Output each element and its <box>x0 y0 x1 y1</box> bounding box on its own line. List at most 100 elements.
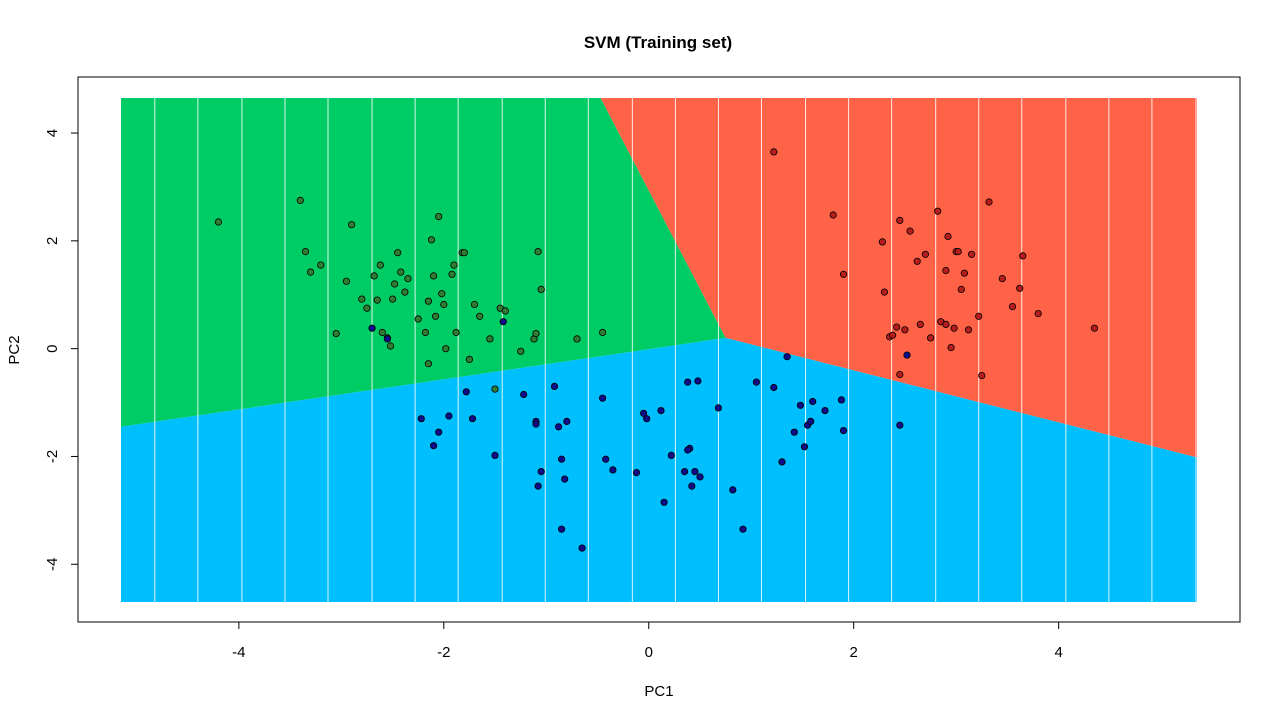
y-tick-label: 4 <box>44 129 61 137</box>
data-point <box>450 261 458 269</box>
data-point <box>778 458 786 466</box>
data-point <box>957 285 965 293</box>
data-point <box>460 249 468 257</box>
data-point <box>386 342 395 350</box>
data-point <box>896 216 904 224</box>
data-point <box>563 417 571 425</box>
data-point <box>421 328 429 337</box>
data-point <box>486 335 494 343</box>
data-point <box>438 290 446 298</box>
data-point <box>550 382 559 390</box>
data-point <box>800 443 809 451</box>
data-point <box>401 288 409 296</box>
data-point <box>534 482 542 490</box>
data-point <box>383 335 391 343</box>
data-point <box>598 328 607 337</box>
data-point <box>667 451 675 459</box>
data-point <box>373 296 381 304</box>
data-point <box>684 378 692 386</box>
data-point <box>978 371 986 380</box>
data-point <box>684 446 692 454</box>
data-point <box>427 236 436 244</box>
data-point <box>347 221 356 229</box>
data-point <box>829 211 837 219</box>
data-point <box>752 378 761 386</box>
data-point <box>598 394 607 402</box>
data-point <box>404 274 412 283</box>
data-point <box>680 467 689 476</box>
data-point <box>888 331 897 339</box>
data-point <box>934 207 942 215</box>
data-point <box>397 268 405 276</box>
data-point <box>388 295 397 303</box>
data-point <box>499 318 507 326</box>
data-point <box>452 328 460 337</box>
data-point <box>448 270 456 278</box>
data-point <box>837 396 846 404</box>
x-tick-label: 0 <box>645 644 653 661</box>
data-point <box>880 288 889 296</box>
data-point <box>363 304 371 312</box>
data-point <box>578 544 586 552</box>
chart-title: SVM (Training set) <box>584 33 732 52</box>
data-point <box>470 300 479 309</box>
data-point <box>916 320 924 328</box>
data-point <box>739 525 747 533</box>
data-point <box>491 385 499 393</box>
decision-regions <box>121 98 1197 602</box>
data-point <box>378 328 386 337</box>
y-tick-label: 2 <box>44 237 61 245</box>
data-point <box>964 326 973 334</box>
data-point <box>944 232 952 241</box>
data-point <box>660 498 668 506</box>
data-point <box>557 455 566 463</box>
region-blue <box>121 337 1197 602</box>
data-point <box>554 423 563 431</box>
data-point <box>901 326 909 334</box>
data-point <box>476 312 484 320</box>
data-point <box>639 409 648 417</box>
x-axis: -4 -2 0 2 4 <box>232 621 1063 661</box>
data-point <box>417 415 425 423</box>
x-tick-label: -4 <box>232 644 245 661</box>
data-point <box>561 475 569 483</box>
data-point <box>342 277 350 285</box>
y-tick-label: -4 <box>44 558 61 571</box>
data-point <box>893 323 901 331</box>
data-points <box>214 148 1099 552</box>
data-point <box>301 248 310 256</box>
data-point <box>462 388 470 396</box>
data-point <box>1034 309 1042 318</box>
region-green <box>121 98 726 427</box>
data-point <box>317 261 325 269</box>
data-point <box>532 420 540 428</box>
data-point <box>517 347 525 355</box>
x-tick-label: -2 <box>437 644 450 661</box>
data-point <box>896 370 904 379</box>
data-point <box>903 351 911 359</box>
data-point <box>975 312 983 320</box>
data-point <box>537 285 545 293</box>
data-point <box>501 307 509 315</box>
data-point <box>609 466 617 474</box>
data-point <box>691 467 699 476</box>
data-point <box>896 421 904 429</box>
data-point <box>783 353 791 361</box>
data-point <box>643 415 651 423</box>
data-point <box>913 257 921 265</box>
data-point <box>696 473 704 481</box>
data-point <box>770 148 778 156</box>
x-axis-label: PC1 <box>644 683 673 700</box>
data-point <box>960 269 969 277</box>
x-tick-label: 2 <box>850 644 858 661</box>
data-point <box>770 383 778 392</box>
data-point <box>358 295 366 303</box>
data-point <box>465 355 473 363</box>
data-point <box>468 415 477 423</box>
data-point <box>435 213 443 221</box>
data-point <box>435 428 443 436</box>
data-point <box>790 428 798 436</box>
data-point <box>370 272 378 280</box>
data-point <box>985 198 993 206</box>
